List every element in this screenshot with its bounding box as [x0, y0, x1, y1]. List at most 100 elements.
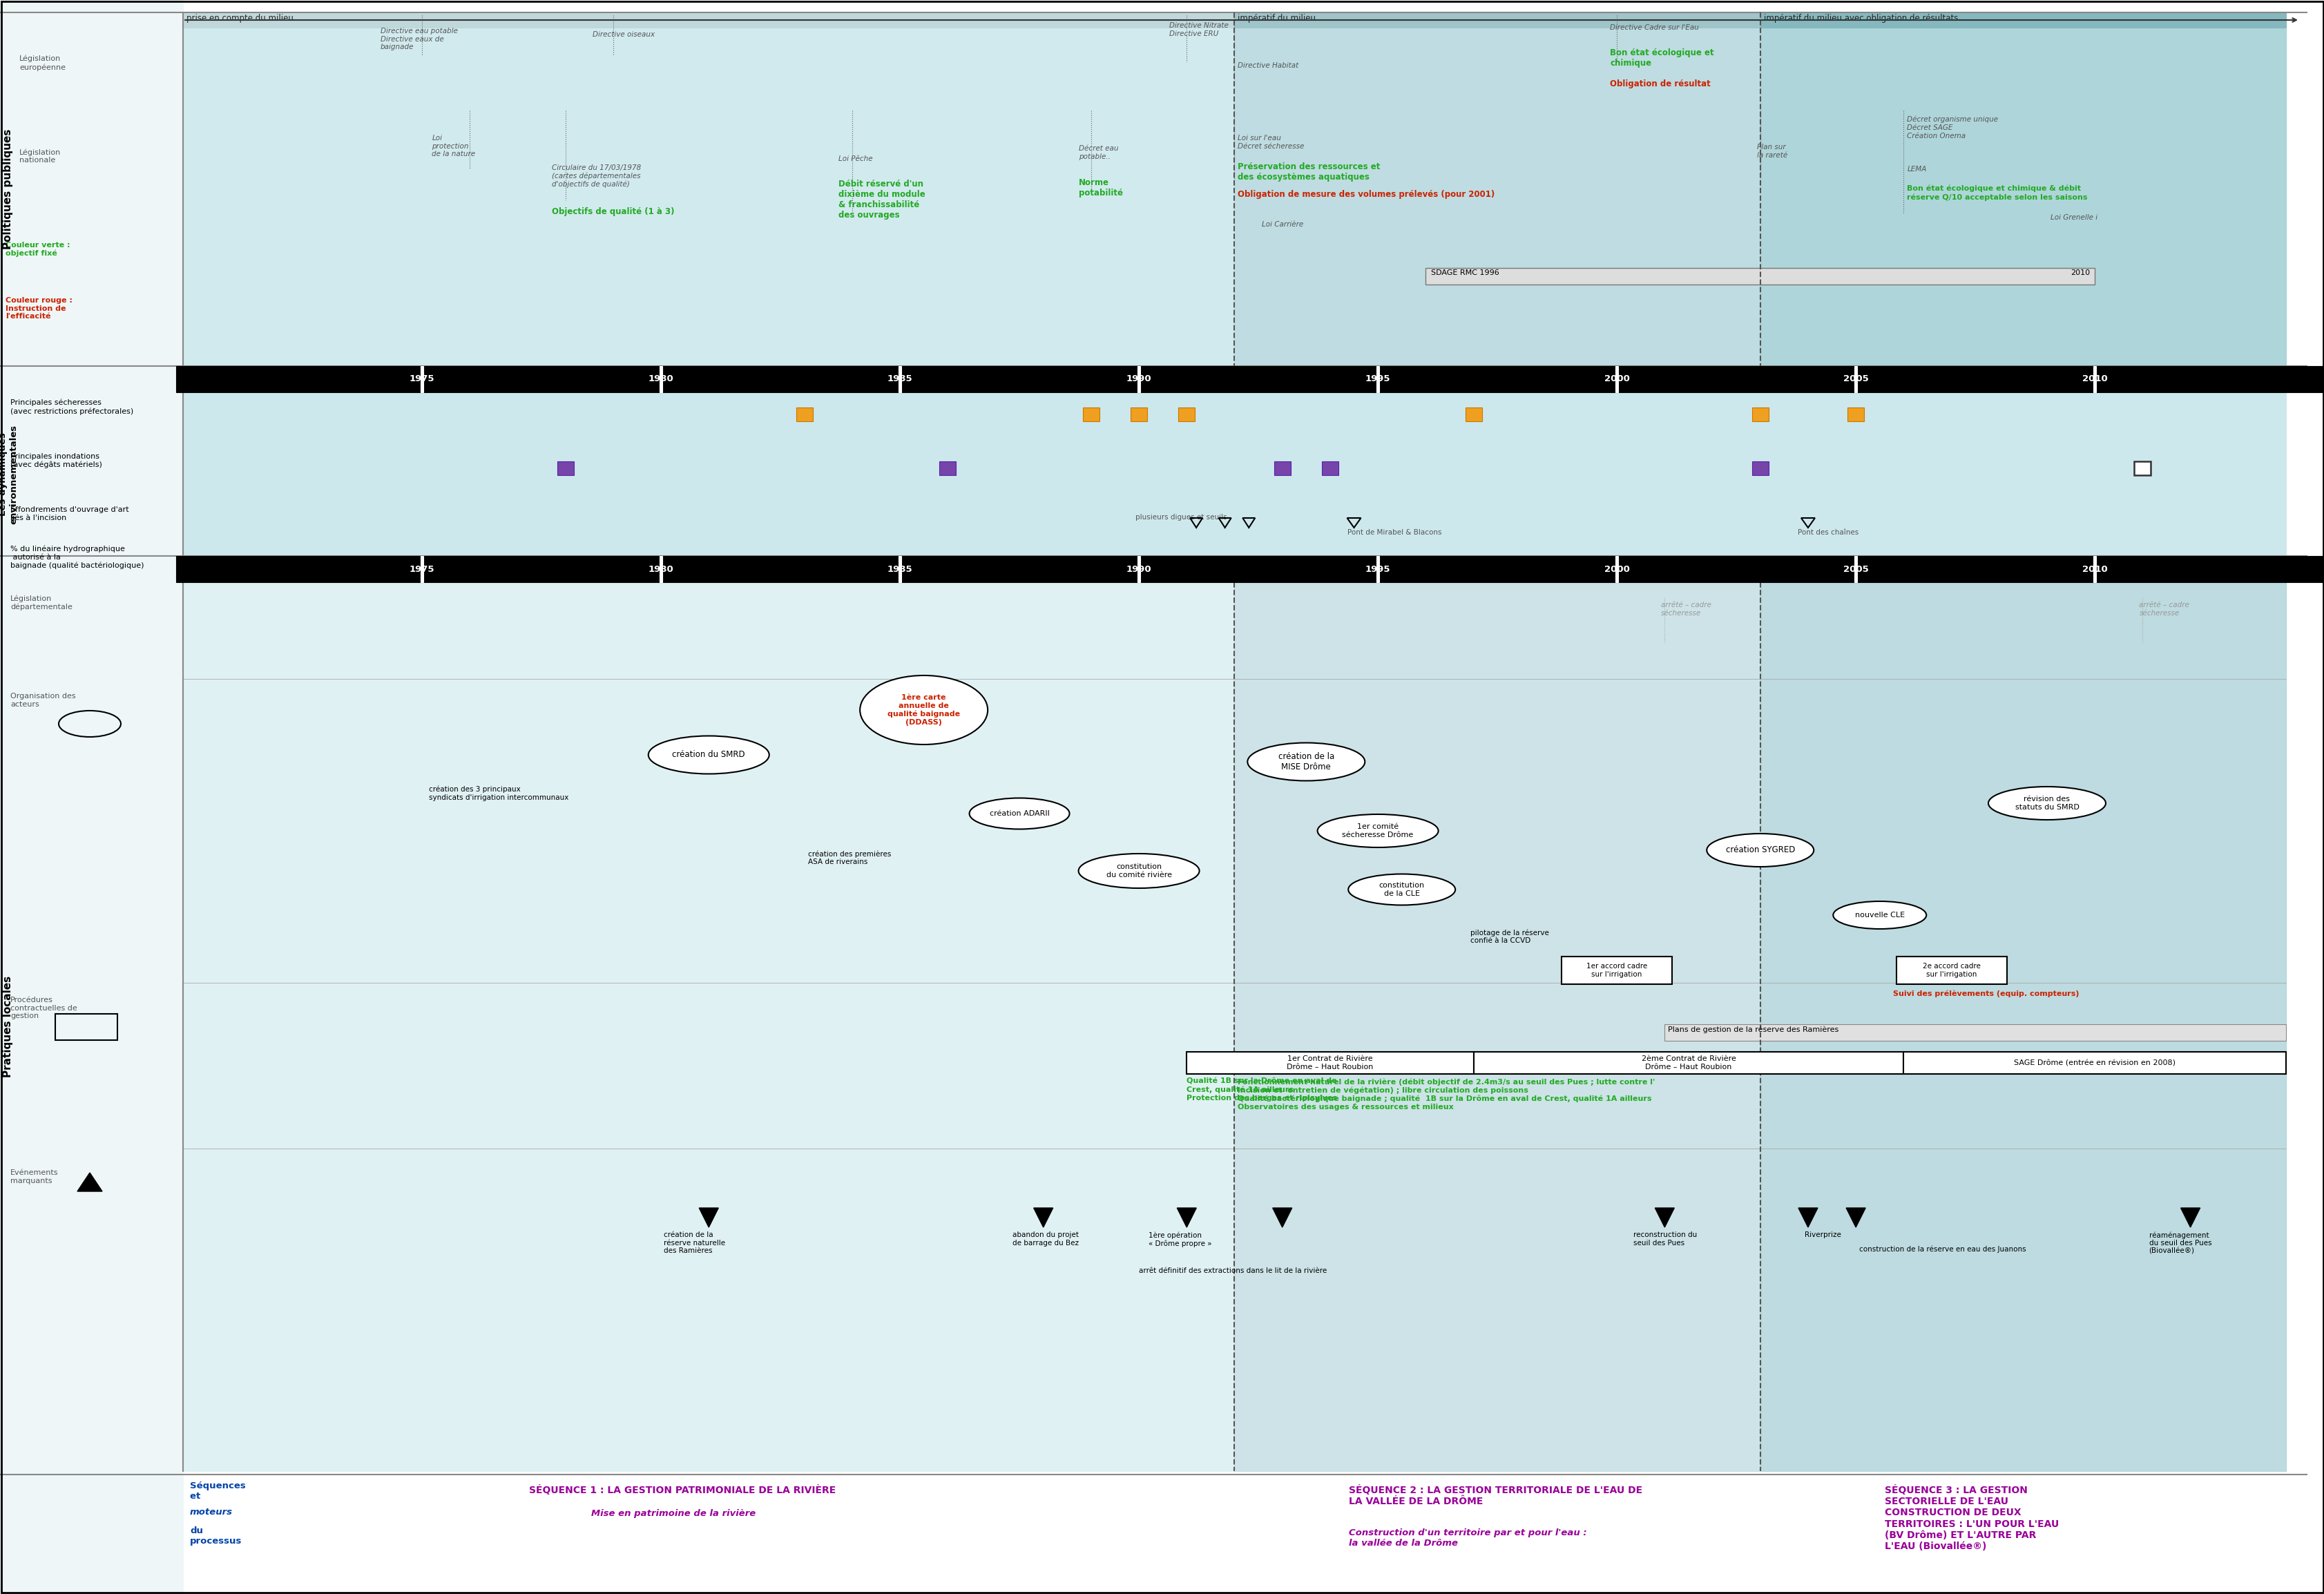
Bar: [184, 13, 2284, 367]
Text: impératif du milieu: impératif du milieu: [1239, 14, 1315, 22]
Bar: [939, 461, 955, 475]
Text: création du SMRD: création du SMRD: [672, 751, 746, 759]
Bar: [1615, 556, 1618, 582]
Ellipse shape: [1348, 874, 1455, 905]
Text: Qualité 1B sur la Drôme en aval de
Crest, qualité 1A ailleurs
Protection des ber: Qualité 1B sur la Drôme en aval de Crest…: [1185, 1078, 1336, 1101]
Text: 2010: 2010: [2071, 269, 2089, 276]
Text: 2ème Contrat de Rivière
Drôme – Haut Roubion: 2ème Contrat de Rivière Drôme – Haut Rou…: [1641, 1055, 1736, 1070]
Bar: [1752, 461, 1769, 475]
Polygon shape: [1271, 1208, 1292, 1227]
Text: 1975: 1975: [409, 375, 435, 384]
Ellipse shape: [1318, 815, 1439, 848]
Text: Les dynamiques
environnementales: Les dynamiques environnementales: [0, 424, 19, 524]
Text: Obligation de résultat: Obligation de résultat: [1611, 80, 1710, 88]
Ellipse shape: [1706, 834, 1813, 867]
Text: Plans de gestion de la réserve des Ramières: Plans de gestion de la réserve des Ramiè…: [1669, 1025, 1838, 1033]
Text: 2005: 2005: [1843, 564, 1868, 574]
Bar: [184, 13, 1234, 27]
Text: Directive oiseaux: Directive oiseaux: [593, 30, 655, 38]
Text: Loi
protection
de la nature: Loi protection de la nature: [432, 134, 476, 158]
Bar: [1848, 408, 1864, 421]
Bar: [1425, 268, 2094, 285]
Text: réaménagement
du seuil des Pues
(Biovallée®): réaménagement du seuil des Pues (Biovall…: [2147, 1232, 2210, 1254]
Bar: [1562, 956, 1671, 983]
Text: Objectifs de qualité (1 à 3): Objectifs de qualité (1 à 3): [551, 207, 674, 217]
Bar: [1664, 1025, 2284, 1041]
Text: Bon état écologique et
chimique: Bon état écologique et chimique: [1611, 48, 1713, 67]
Text: Pont des chaînes: Pont des chaînes: [1796, 529, 1859, 536]
Text: 1995: 1995: [1364, 375, 1390, 384]
Bar: [660, 367, 662, 392]
Text: 2005: 2005: [1843, 375, 1868, 384]
Text: Construction d'un territoire par et pour l'eau :
la vallée de la Drôme: Construction d'un territoire par et pour…: [1348, 1529, 1587, 1548]
Bar: [1322, 461, 1339, 475]
Text: Effondrements d'ouvrage d'art
liés à l'incision: Effondrements d'ouvrage d'art liés à l'i…: [9, 507, 128, 521]
Polygon shape: [700, 1208, 718, 1227]
Text: Séquences
et: Séquences et: [191, 1481, 246, 1502]
Text: Evénements
marquants: Evénements marquants: [9, 1170, 58, 1184]
Text: SÉQUENCE 2 : LA GESTION TERRITORIALE DE L'EAU DE
LA VALLÉE DE LA DRÔME: SÉQUENCE 2 : LA GESTION TERRITORIALE DE …: [1348, 1486, 1643, 1506]
Text: constitution
de la CLE: constitution de la CLE: [1378, 881, 1425, 897]
Text: 1985: 1985: [888, 564, 913, 574]
Text: Obligation de mesure des volumes prélevés (pour 2001): Obligation de mesure des volumes prélevé…: [1239, 190, 1494, 199]
Text: Politiques publiques: Politiques publiques: [2, 129, 14, 249]
Text: création ADARII: création ADARII: [990, 810, 1048, 818]
Text: 1er Contrat de Rivière
Drôme – Haut Roubion: 1er Contrat de Rivière Drôme – Haut Roub…: [1287, 1055, 1373, 1070]
Ellipse shape: [969, 799, 1069, 829]
Bar: [1376, 556, 1378, 582]
Bar: [558, 461, 574, 475]
Text: LEMA: LEMA: [1906, 166, 1927, 172]
Ellipse shape: [648, 736, 769, 773]
Text: Pont de Mirabel & Blacons: Pont de Mirabel & Blacons: [1346, 529, 1441, 536]
Text: Directive Habitat: Directive Habitat: [1239, 62, 1299, 69]
Ellipse shape: [860, 676, 988, 744]
Text: pilotage de la réserve
confié à la CCVD: pilotage de la réserve confié à la CCVD: [1469, 929, 1548, 944]
Polygon shape: [1799, 1208, 1817, 1227]
Bar: [660, 556, 662, 582]
Text: Plan sur
la rareté: Plan sur la rareté: [1757, 143, 1787, 158]
Polygon shape: [1034, 1208, 1053, 1227]
Text: arrêté – cadre
sécheresse: arrêté – cadre sécheresse: [1662, 601, 1710, 617]
Text: 1990: 1990: [1125, 375, 1150, 384]
Text: % du linéaire hydrographique
 autorisé à la
baignade (qualité bactériologique): % du linéaire hydrographique autorisé à …: [9, 545, 144, 569]
Bar: [1855, 367, 1857, 392]
Bar: [1473, 1052, 1903, 1074]
Text: moteurs: moteurs: [191, 1508, 232, 1516]
Text: constitution
du comité rivière: constitution du comité rivière: [1106, 864, 1171, 878]
Bar: [177, 367, 2324, 392]
Polygon shape: [1845, 1208, 1864, 1227]
Text: création SYGRED: création SYGRED: [1724, 846, 1794, 854]
Text: 1er comité
sécheresse Drôme: 1er comité sécheresse Drôme: [1341, 824, 1413, 838]
Bar: [1855, 556, 1857, 582]
Text: Circulaire du 17/03/1978
(cartes départementales
d'objectifs de qualité): Circulaire du 17/03/1978 (cartes départe…: [551, 164, 641, 188]
Text: Décret organisme unique
Décret SAGE
Création Onema: Décret organisme unique Décret SAGE Créa…: [1906, 116, 1999, 139]
Ellipse shape: [1248, 743, 1364, 781]
Bar: [1759, 13, 2284, 27]
Text: Principales sécheresses
(avec restrictions préfectorales): Principales sécheresses (avec restrictio…: [9, 398, 132, 414]
Bar: [1234, 582, 1759, 1471]
Bar: [0, 0, 184, 1594]
Bar: [2133, 461, 2150, 475]
Bar: [2094, 556, 2096, 582]
Text: impératif du milieu avec obligation de résultats: impératif du milieu avec obligation de r…: [1764, 14, 1957, 22]
Bar: [1083, 408, 1099, 421]
Text: Législation
nationale: Législation nationale: [19, 148, 60, 164]
Text: Débit réservé d'un
dixième du module
& franchissabilité
des ouvrages: Débit réservé d'un dixième du module & f…: [839, 180, 925, 220]
Polygon shape: [77, 1173, 102, 1191]
Text: Couleur rouge :
Instruction de
l'efficacité: Couleur rouge : Instruction de l'efficac…: [5, 296, 72, 320]
Text: Loi Carrière: Loi Carrière: [1262, 222, 1304, 228]
Text: Norme
potabilité: Norme potabilité: [1078, 179, 1122, 198]
Bar: [1178, 408, 1195, 421]
Bar: [795, 408, 813, 421]
Bar: [1903, 1052, 2284, 1074]
Text: Législation
départementale: Législation départementale: [9, 595, 72, 611]
Bar: [184, 392, 2284, 556]
Text: 1980: 1980: [648, 564, 674, 574]
Text: Loi Grenelle i: Loi Grenelle i: [2050, 214, 2096, 222]
Text: SAGE Drôme (entrée en révision en 2008): SAGE Drôme (entrée en révision en 2008): [2013, 1060, 2175, 1066]
Text: Bon état écologique et chimique & débit
réserve Q/10 acceptable selon les saison: Bon état écologique et chimique & débit …: [1906, 185, 2087, 201]
Text: arrêt définitif des extractions dans le lit de la rivière: arrêt définitif des extractions dans le …: [1139, 1267, 1327, 1274]
Text: 1ère opération
« Drôme propre »: 1ère opération « Drôme propre »: [1148, 1232, 1211, 1247]
Polygon shape: [1655, 1208, 1673, 1227]
Text: Principales inondations
(avec dégâts matériels): Principales inondations (avec dégâts mat…: [9, 453, 102, 469]
